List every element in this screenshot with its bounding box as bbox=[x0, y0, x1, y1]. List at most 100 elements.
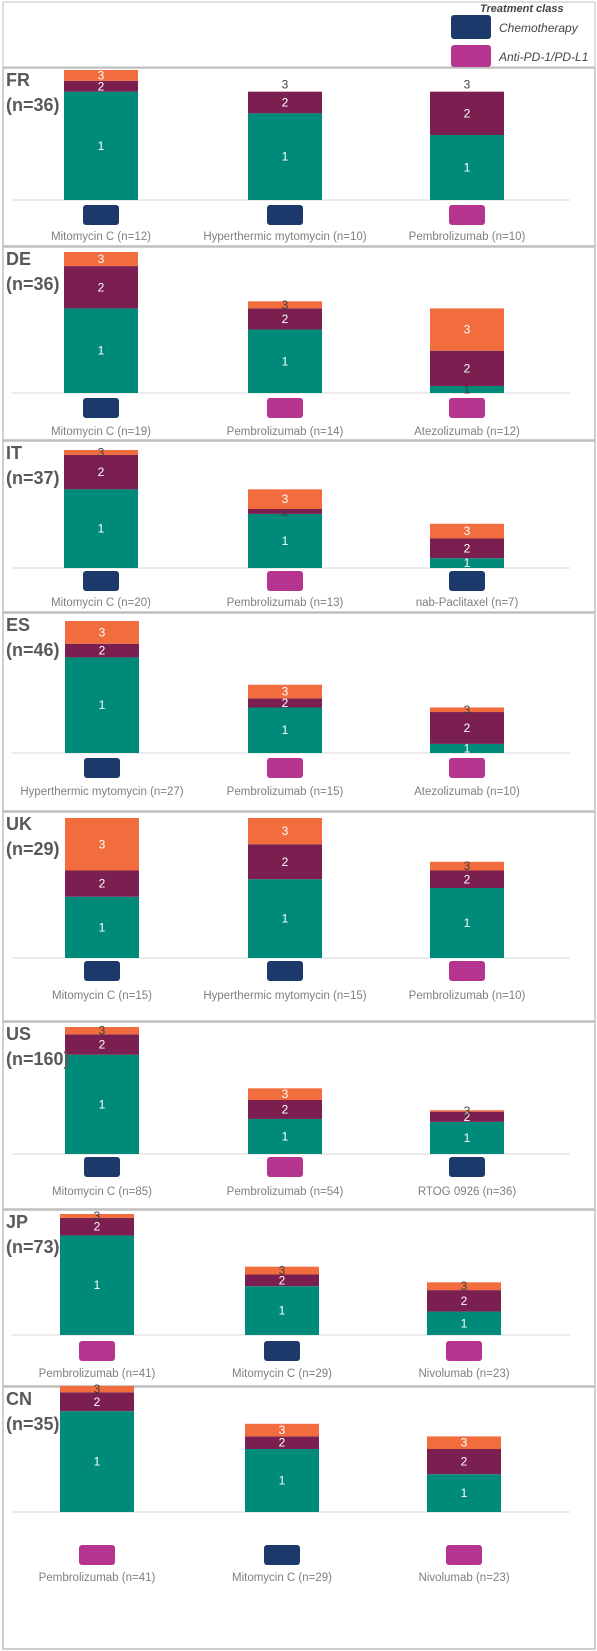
treatment-class-swatch bbox=[264, 1341, 300, 1361]
bar-label-1: 1 bbox=[99, 1097, 106, 1111]
bar-label-3: 3 bbox=[461, 1436, 468, 1450]
bar-label-1: 1 bbox=[94, 1278, 101, 1292]
bar-segment-2 bbox=[65, 1034, 139, 1055]
country-n-label: (n=35) bbox=[6, 1414, 60, 1434]
bar-label-2: 2 bbox=[279, 1436, 286, 1450]
bar-label-3: 3 bbox=[98, 252, 105, 266]
category-label: Hyperthermic mytomycin (n=15) bbox=[203, 990, 366, 1002]
category-label: Atezolizumab (n=10) bbox=[414, 786, 520, 798]
bar-label-1: 1 bbox=[282, 354, 289, 368]
bar-label-1: 1 bbox=[464, 556, 471, 570]
bar-segment-3 bbox=[427, 1282, 501, 1291]
bar-label-2: 2 bbox=[94, 1395, 101, 1409]
bar-segment-2 bbox=[248, 1099, 322, 1119]
bar-label-1: 1 bbox=[282, 534, 289, 548]
category-label: Nivolumab (n=23) bbox=[418, 1572, 509, 1584]
category-label: Pembrolizumab (n=10) bbox=[409, 990, 526, 1002]
bar-label-1: 1 bbox=[461, 1316, 468, 1330]
bar-label-3: 3 bbox=[99, 1024, 106, 1038]
legend-label-chemotherapy: Chemotherapy bbox=[499, 21, 579, 35]
bar-label-2: 2 bbox=[464, 541, 471, 555]
country-label: ES bbox=[6, 615, 30, 635]
category-label: Mitomycin C (n=15) bbox=[52, 990, 152, 1002]
treatment-class-swatch bbox=[267, 758, 303, 778]
bar-label-2: 2 bbox=[461, 1294, 468, 1308]
bar-label-2: 2 bbox=[464, 1110, 471, 1124]
bar-segment-1 bbox=[245, 1449, 319, 1512]
bar-label-2: 2 bbox=[94, 1220, 101, 1234]
treatment-class-swatch bbox=[267, 571, 303, 591]
country-n-label: (n=46) bbox=[6, 640, 60, 660]
legend: Treatment class Chemotherapy Anti-PD-1/P… bbox=[2, 1, 596, 68]
bar-segment-2 bbox=[430, 538, 504, 559]
bar-segment-2 bbox=[430, 1111, 504, 1122]
bar-segment-1 bbox=[248, 707, 322, 753]
bar-label-1: 1 bbox=[461, 1486, 468, 1500]
treatment-class-swatch bbox=[449, 758, 485, 778]
bar-label-3: 3 bbox=[282, 685, 289, 699]
bar-segment-3 bbox=[245, 1423, 319, 1437]
bar-label-3: 3 bbox=[282, 298, 289, 312]
bar-segment-3 bbox=[248, 301, 322, 309]
country-n-label: (n=160) bbox=[6, 1049, 70, 1069]
treatment-class-swatch bbox=[264, 1545, 300, 1565]
bar-segment-1 bbox=[430, 1121, 504, 1154]
bar-label-3: 3 bbox=[464, 323, 471, 337]
bar-label-3: 3 bbox=[282, 824, 289, 838]
bar-segment-3 bbox=[248, 684, 322, 699]
bar-label-1: 1 bbox=[464, 741, 471, 755]
bar-label-2: 2 bbox=[279, 1273, 286, 1287]
bar-segment-2 bbox=[60, 1392, 134, 1412]
bar-label-2: 2 bbox=[99, 1038, 106, 1052]
bar-label-1: 1 bbox=[464, 161, 471, 175]
bar-segment-1 bbox=[65, 1054, 139, 1154]
bar-label-1: 1 bbox=[94, 1455, 101, 1469]
bar-segment-1 bbox=[248, 329, 322, 393]
bar-segment-1 bbox=[430, 385, 504, 393]
bar-segment-1 bbox=[427, 1474, 501, 1512]
bar-segment-2 bbox=[248, 91, 322, 114]
treatment-class-swatch bbox=[83, 205, 119, 225]
bar-segment-1 bbox=[427, 1311, 501, 1335]
bar-segment-3 bbox=[60, 1386, 134, 1393]
bar-segment-1 bbox=[64, 489, 138, 568]
bar-segment-3 bbox=[248, 489, 322, 509]
treatment-class-swatch bbox=[449, 961, 485, 981]
category-label: Pembrolizumab (n=13) bbox=[227, 597, 344, 609]
bar-label-3: 3 bbox=[98, 68, 105, 82]
treatment-class-swatch bbox=[83, 571, 119, 591]
category-label: Mitomycin C (n=12) bbox=[51, 231, 151, 243]
bar-segment-2 bbox=[427, 1290, 501, 1312]
bar-segment-2 bbox=[248, 698, 322, 708]
bar-label-1: 1 bbox=[99, 920, 106, 934]
country-n-label: (n=29) bbox=[6, 839, 60, 859]
bar-segment-2 bbox=[430, 870, 504, 888]
bar-segment-3 bbox=[248, 818, 322, 845]
bar-label-1: 1 bbox=[98, 139, 105, 153]
bar-label-2: 2 bbox=[461, 1455, 468, 1469]
bar-label-3: 3 bbox=[94, 1209, 101, 1223]
bar-label-3: 3 bbox=[282, 492, 289, 506]
bar-label-2: 2 bbox=[282, 1102, 289, 1116]
bar-segment-1 bbox=[60, 1411, 134, 1512]
country-label: UK bbox=[6, 814, 32, 834]
category-label: Pembrolizumab (n=41) bbox=[39, 1572, 156, 1584]
country-label: DE bbox=[6, 249, 31, 269]
bar-label-1: 1 bbox=[464, 1131, 471, 1145]
country-n-label: (n=73) bbox=[6, 1237, 60, 1257]
category-label: Atezolizumab (n=12) bbox=[414, 426, 520, 438]
treatment-class-swatch bbox=[449, 205, 485, 225]
category-label: Mitomycin C (n=29) bbox=[232, 1368, 332, 1380]
category-label: RTOG 0926 (n=36) bbox=[418, 1186, 517, 1198]
bar-label-3: 3 bbox=[464, 524, 471, 538]
bar-segment-2 bbox=[64, 454, 138, 490]
country-n-label: (n=37) bbox=[6, 468, 60, 488]
bar-segment-1 bbox=[245, 1286, 319, 1335]
legend-frame bbox=[2, 1, 596, 68]
